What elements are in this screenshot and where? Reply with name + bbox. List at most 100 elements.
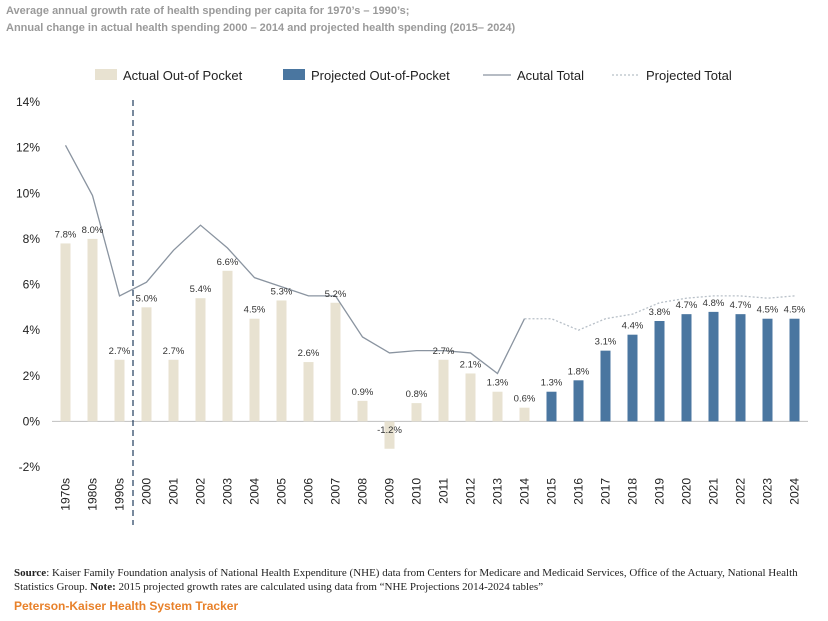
x-tick-label: 2003: [221, 478, 235, 505]
note-label: Note:: [90, 581, 116, 593]
x-tick-label: 2011: [437, 478, 451, 504]
data-label: 7.8%: [55, 229, 77, 240]
x-tick-label: 2014: [518, 478, 532, 505]
subtitle-line-1: Average annual growth rate of health spe…: [6, 5, 410, 17]
x-tick-label: 2021: [707, 478, 721, 505]
x-tick-label: 2007: [329, 478, 343, 505]
actual-oop-bar: [330, 302, 341, 422]
legend-projected-total-label: Projected Total: [646, 68, 732, 83]
y-tick-label: 14%: [16, 95, 40, 109]
x-tick-label: 1980s: [86, 478, 100, 511]
x-tick-label: 2023: [761, 478, 775, 505]
data-label: 4.7%: [676, 300, 698, 311]
actual-oop-bar: [519, 407, 530, 422]
data-label: 2.1%: [460, 359, 482, 370]
x-tick-label: 2017: [599, 478, 613, 505]
legend-actual-total-label: Acutal Total: [517, 68, 584, 83]
actual-oop-bar: [357, 400, 368, 422]
data-label: 2.7%: [433, 346, 455, 357]
x-tick-label: 2019: [653, 478, 667, 505]
actual-oop-bar: [465, 373, 476, 422]
projected-total-line: [524, 295, 795, 331]
actual-oop-bar: [303, 362, 314, 422]
data-label: 2.6%: [298, 348, 320, 359]
y-tick-label: -2%: [19, 460, 41, 474]
actual-oop-bar: [222, 270, 233, 422]
projected-oop-bar: [681, 314, 692, 422]
legend-actual-oop-swatch: [95, 69, 117, 80]
data-label: 0.6%: [514, 394, 536, 405]
x-tick-label: 2008: [356, 478, 370, 505]
data-label: 4.5%: [757, 305, 779, 316]
projected-oop-bar: [789, 318, 800, 422]
source-note: Source: Kaiser Family Foundation analysi…: [14, 566, 814, 594]
data-label: 0.9%: [352, 387, 374, 398]
projected-oop-bar: [627, 334, 638, 422]
actual-oop-bar: [384, 421, 395, 449]
data-label: 5.3%: [271, 286, 293, 297]
source-label: Source: [14, 567, 47, 579]
data-label: 4.5%: [244, 305, 266, 316]
x-tick-label: 2024: [788, 478, 802, 505]
data-label: 1.3%: [541, 378, 563, 389]
data-label: 1.8%: [568, 366, 590, 377]
projected-oop-bar: [573, 380, 584, 422]
data-label: 5.2%: [325, 289, 347, 300]
x-tick-label: 2009: [383, 478, 397, 505]
data-label: -1.2%: [377, 425, 402, 436]
actual-oop-bar: [492, 391, 503, 422]
data-label: 4.5%: [784, 305, 806, 316]
actual-oop-bar: [168, 359, 179, 422]
data-label: 3.8%: [649, 307, 671, 318]
x-tick-label: 1990s: [113, 478, 127, 511]
x-tick-label: 2000: [140, 478, 154, 505]
data-label: 3.1%: [595, 337, 617, 348]
x-tick-label: 2022: [734, 478, 748, 505]
data-label: 2.7%: [109, 346, 131, 357]
subtitle-line-2: Annual change in actual health spending …: [6, 22, 516, 34]
x-tick-label: 2020: [680, 478, 694, 505]
data-label: 2.7%: [163, 346, 185, 357]
brand-footer: Peterson-Kaiser Health System Tracker: [14, 599, 239, 613]
actual-oop-bar: [60, 243, 71, 422]
actual-oop-bar: [114, 359, 125, 422]
note-text: 2015 projected growth rates are calculat…: [115, 581, 544, 593]
data-label: 6.6%: [217, 257, 239, 268]
x-tick-label: 2016: [572, 478, 586, 505]
data-label: 5.0%: [136, 293, 158, 304]
source-text: : Kaiser Family Foundation analysis of N…: [14, 567, 798, 593]
projected-oop-bar: [600, 350, 611, 422]
data-label: 8.0%: [82, 225, 104, 236]
x-tick-label: 2004: [248, 478, 262, 505]
y-tick-label: 0%: [23, 414, 41, 428]
data-label: 0.8%: [406, 389, 428, 400]
x-tick-label: 2005: [275, 478, 289, 505]
x-tick-label: 2015: [545, 478, 559, 505]
chart-subtitle: Average annual growth rate of health spe…: [6, 3, 515, 37]
projected-oop-bar: [546, 391, 557, 422]
y-tick-label: 2%: [23, 369, 41, 383]
actual-oop-bar: [276, 300, 287, 422]
projected-oop-bar: [654, 321, 665, 422]
data-label: 5.4%: [190, 284, 212, 295]
x-tick-label: 2018: [626, 478, 640, 505]
projected-oop-bar: [735, 314, 746, 422]
y-tick-label: 10%: [16, 186, 40, 200]
data-label: 4.8%: [703, 298, 725, 309]
y-tick-label: 6%: [23, 278, 41, 292]
y-tick-label: 4%: [23, 323, 41, 337]
actual-oop-bar: [249, 318, 260, 422]
x-tick-label: 2006: [302, 478, 316, 505]
x-tick-label: 2012: [464, 478, 478, 505]
actual-oop-bar: [141, 307, 152, 422]
actual-oop-bar: [411, 403, 422, 422]
actual-oop-bar: [438, 359, 449, 422]
data-label: 4.7%: [730, 300, 752, 311]
projected-oop-bar: [708, 311, 719, 422]
x-tick-label: 2013: [491, 478, 505, 505]
actual-total-line: [64, 145, 526, 375]
y-tick-label: 8%: [23, 232, 41, 246]
x-tick-label: 2010: [410, 478, 424, 505]
projected-oop-bar: [762, 318, 773, 422]
legend-actual-oop-label: Actual Out-of Pocket: [123, 68, 243, 83]
